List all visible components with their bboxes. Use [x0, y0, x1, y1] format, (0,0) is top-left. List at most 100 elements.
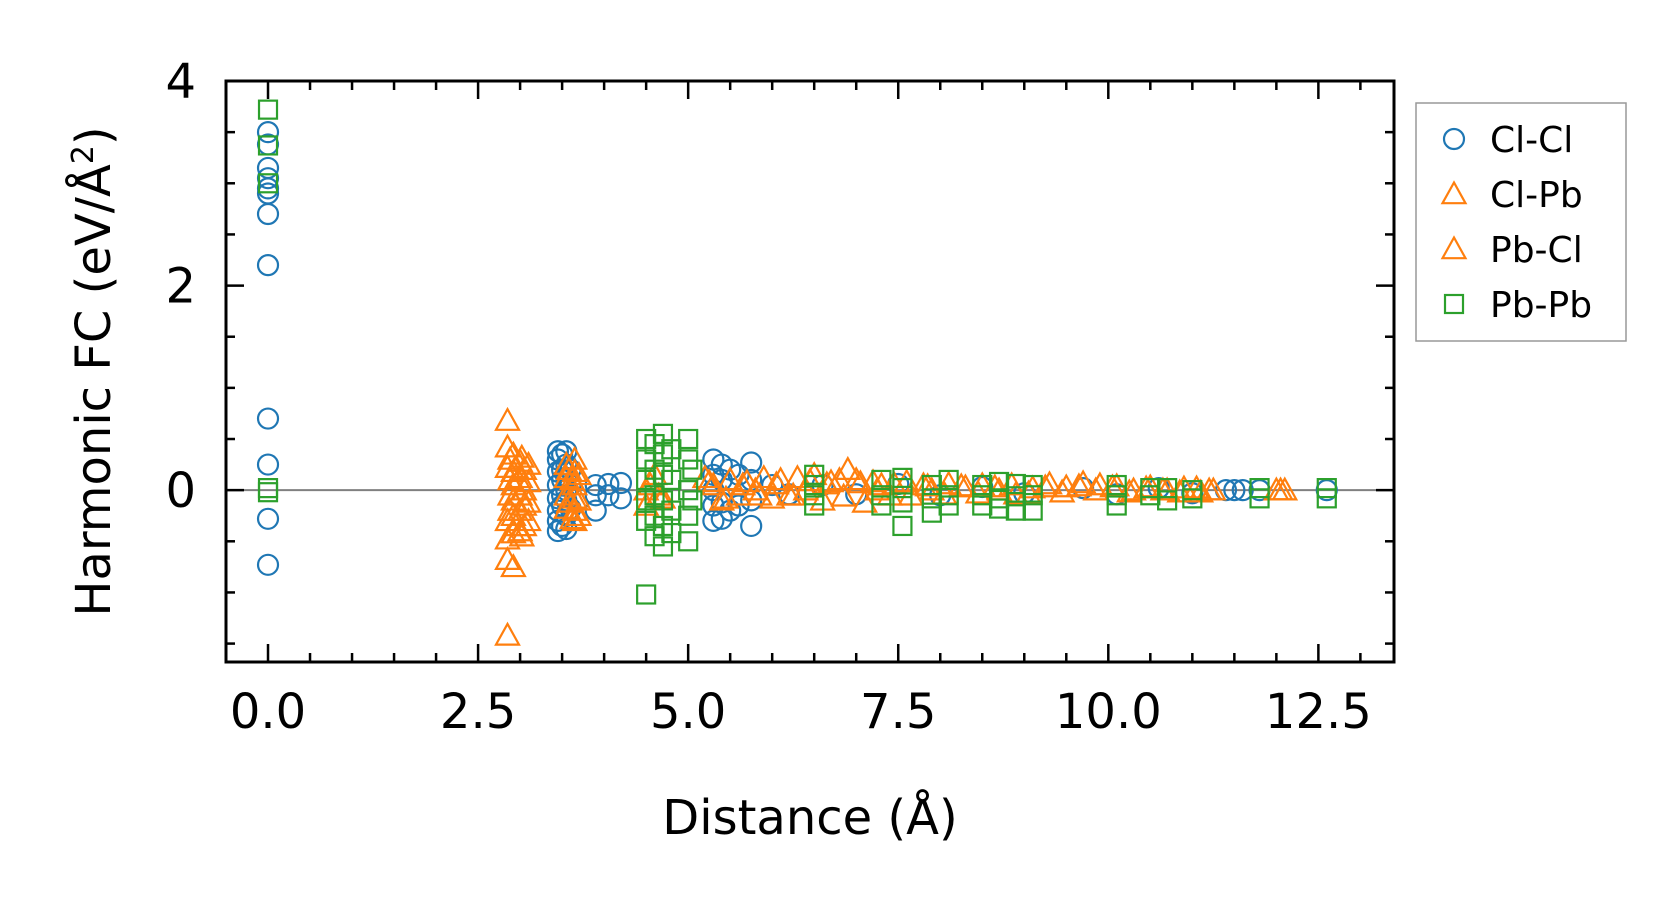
- data-point: [1182, 488, 1203, 509]
- data-point: [1157, 490, 1178, 511]
- y-tick-label: 2: [165, 259, 196, 315]
- legend-marker: [1442, 127, 1466, 151]
- data-point: [1106, 485, 1127, 506]
- data-point: [257, 482, 279, 503]
- data-point: [834, 455, 862, 480]
- data-point: [804, 464, 825, 485]
- data-point: [938, 485, 959, 506]
- data-point: [1316, 478, 1337, 499]
- data-point: [1005, 473, 1026, 495]
- series-pb-pb: [257, 99, 1337, 605]
- data-point: [702, 509, 725, 532]
- data-point: [682, 459, 703, 480]
- data-point: [678, 480, 699, 501]
- series-cl-cl: [256, 121, 1338, 576]
- data-point: [256, 121, 280, 144]
- data-point: [716, 466, 744, 491]
- data-point: [871, 495, 892, 516]
- data-point: [779, 481, 807, 506]
- data-point: [561, 507, 589, 532]
- data-point: [699, 471, 727, 496]
- legend-marker: [1440, 180, 1468, 205]
- data-point: [935, 470, 963, 495]
- data-point: [678, 449, 699, 470]
- data-point: [636, 584, 657, 605]
- legend-label: Pb-Cl: [1490, 230, 1583, 271]
- data-point: [496, 481, 524, 506]
- data-point: [256, 507, 280, 530]
- data-point: [256, 202, 280, 226]
- legend-label: Cl-Pb: [1490, 175, 1583, 216]
- data-point: [938, 495, 959, 516]
- x-tick-label: 0.0: [230, 684, 306, 740]
- data-point: [257, 478, 279, 499]
- data-point: [1005, 500, 1026, 521]
- legend-label: Pb-Pb: [1490, 285, 1592, 326]
- data-point: [561, 457, 589, 483]
- data-point: [555, 455, 583, 480]
- legend-box: [1415, 102, 1627, 342]
- data-point: [1223, 479, 1246, 502]
- data-point: [851, 488, 878, 513]
- data-point: [494, 621, 521, 646]
- data-point: [847, 469, 874, 494]
- data-point: [257, 173, 279, 194]
- x-tick-label: 7.5: [860, 684, 936, 740]
- data-point: [1106, 474, 1127, 496]
- legend-entry: Pb-Pb: [1443, 285, 1592, 326]
- data-point: [921, 474, 942, 496]
- data-point: [508, 443, 536, 468]
- data-point: [892, 467, 913, 488]
- y-axis-label-main: Harmonic FC (eV/Å: [65, 164, 122, 617]
- data-point: [565, 461, 593, 486]
- data-point: [1082, 476, 1110, 501]
- data-point: [257, 135, 279, 156]
- data-point: [842, 466, 870, 491]
- data-point: [740, 451, 763, 474]
- data-point: [256, 254, 280, 277]
- legend-entry: Cl-Cl: [1442, 120, 1573, 161]
- data-point: [558, 505, 586, 530]
- data-point: [972, 474, 993, 496]
- data-point: [947, 472, 975, 497]
- data-point: [804, 485, 825, 506]
- data-point: [1086, 471, 1114, 496]
- data-point: [712, 484, 740, 509]
- data-point: [1140, 485, 1161, 506]
- data-point: [1267, 476, 1294, 501]
- y-tick-label: 0: [165, 463, 196, 519]
- data-point: [817, 468, 845, 493]
- data-point: [763, 470, 790, 495]
- data-point: [1157, 478, 1178, 499]
- data-points-layer: [256, 99, 1338, 646]
- ticks-layer: [224, 79, 1394, 662]
- data-point: [256, 453, 280, 476]
- data-point: [740, 514, 763, 538]
- data-point: [1249, 478, 1270, 499]
- x-tick-label: 2.5: [440, 684, 516, 740]
- data-point: [892, 515, 913, 537]
- data-point: [515, 450, 542, 475]
- legend-marker: [1440, 235, 1468, 260]
- data-point: [921, 502, 942, 523]
- data-point: [494, 545, 521, 571]
- data-point: [678, 531, 699, 552]
- data-point: [661, 500, 682, 521]
- data-point: [515, 507, 542, 532]
- data-point: [1048, 478, 1076, 503]
- y-axis-label-superscript: 2: [66, 145, 101, 164]
- data-point: [804, 495, 825, 516]
- data-point: [494, 406, 521, 431]
- data-point: [695, 468, 723, 493]
- data-point: [1106, 495, 1127, 516]
- legend-marker: [1443, 293, 1465, 315]
- data-point: [871, 469, 892, 491]
- data-point: [988, 488, 1010, 509]
- data-point: [921, 488, 942, 509]
- x-axis-label: Distance (Å): [662, 789, 957, 846]
- x-tick-label: 10.0: [1055, 684, 1162, 740]
- data-point: [733, 468, 761, 493]
- data-point: [678, 505, 699, 526]
- data-point: [609, 471, 633, 495]
